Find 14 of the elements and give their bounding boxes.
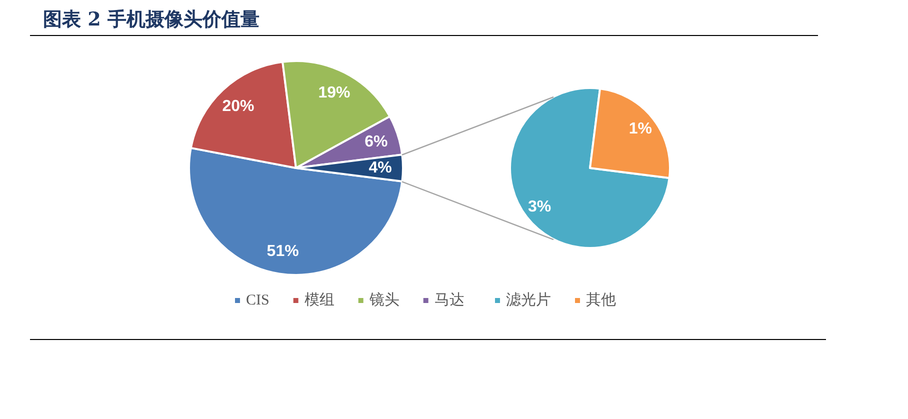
legend-label: 镜头	[368, 292, 400, 308]
data-label: 6%	[364, 133, 388, 150]
legend-label: 其他	[586, 292, 616, 308]
legend-label: 模组	[304, 292, 334, 308]
data-label: 20%	[222, 98, 254, 116]
data-label: 1%	[628, 120, 652, 138]
legend-label: 马达	[434, 292, 464, 308]
data-label: 4%	[368, 160, 392, 176]
legend-label: 滤光片	[506, 292, 551, 308]
legend-label: CIS	[246, 292, 270, 308]
data-label: 3%	[528, 198, 552, 216]
data-label: 19%	[318, 84, 350, 102]
data-label: 51%	[266, 242, 299, 260]
chart-title: 图表 2 手机摄像头价值量	[43, 8, 260, 30]
